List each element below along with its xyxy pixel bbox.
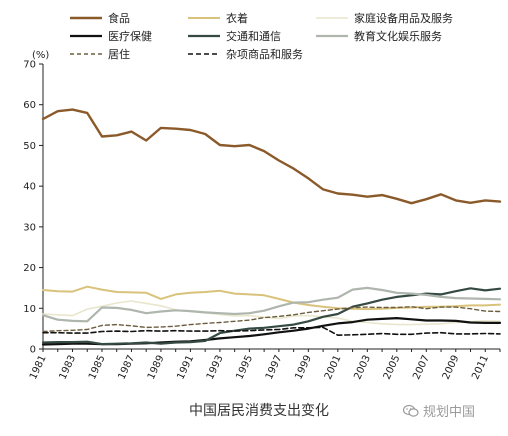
series-line-2 (42, 285, 501, 311)
y-tick-label: 30 (23, 222, 36, 233)
y-tick-label: 0 (30, 345, 36, 356)
x-tick-label: 2011 (470, 354, 491, 382)
x-tick-label: 1983 (57, 354, 78, 382)
y-tick-label: 50 (23, 141, 36, 152)
legend-label-7: 居住 (108, 47, 130, 61)
y-tick-label: 20 (23, 263, 36, 274)
x-tick-label: 1997 (264, 354, 285, 382)
x-tick-label: 2001 (323, 354, 344, 382)
legend-label-3: 家庭设备用品及服务 (354, 11, 453, 25)
legend-label-5: 交通和通信 (226, 29, 281, 43)
x-tick-label: 2005 (382, 354, 403, 382)
legend-label-2: 衣着 (226, 11, 248, 25)
series-line-7 (42, 306, 501, 333)
x-tick-label: 1999 (293, 354, 314, 382)
x-tick-label: 1987 (116, 354, 137, 382)
x-tick-label: 1991 (175, 354, 196, 382)
series-layer (41, 108, 502, 346)
series-line-6 (41, 286, 502, 323)
series-line-3 (42, 300, 501, 326)
watermark-text: 规划中国 (423, 405, 476, 420)
legend-label-8: 杂项商品和服务 (226, 47, 303, 61)
x-tick-label: 2009 (441, 354, 462, 382)
y-tick-label: 10 (23, 304, 36, 315)
legend-label-6: 教育文化娱乐服务 (354, 29, 442, 43)
legend-label-4: 医疗保健 (108, 29, 152, 43)
x-tick-label: 1989 (146, 354, 167, 382)
y-tick-label: 60 (23, 100, 36, 111)
x-tick-label: 1985 (87, 354, 108, 382)
x-tick-label: 2003 (352, 354, 373, 382)
y-axis-unit-label: (%) (32, 50, 49, 61)
legend-label-1: 食品 (108, 11, 130, 25)
chart-caption: 中国居民消费支出变化 (189, 403, 329, 419)
watermark: 规划中国 (403, 401, 475, 420)
y-tick-label: 70 (23, 60, 36, 71)
series-line-8 (42, 326, 501, 337)
wechat-icon (403, 404, 419, 417)
x-tick-label: 1995 (234, 354, 255, 382)
x-tick-label: 1993 (205, 354, 226, 382)
x-tick-label: 1981 (28, 354, 49, 382)
x-tick-label: 2007 (411, 354, 432, 382)
series-line-1 (41, 108, 502, 205)
y-tick-label: 40 (23, 182, 36, 193)
